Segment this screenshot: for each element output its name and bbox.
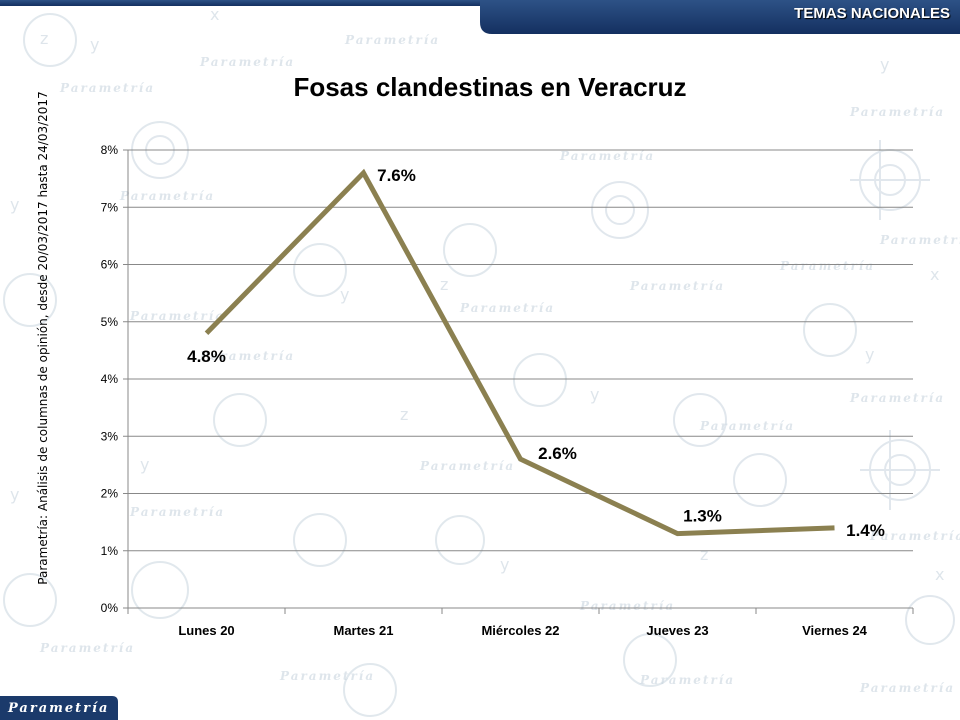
svg-text:Parametría: Parametría — [344, 33, 440, 47]
svg-text:Parametría: Parametría — [279, 669, 375, 683]
svg-text:Parametría: Parametría — [129, 309, 225, 323]
svg-text:x: x — [930, 265, 939, 284]
svg-text:y: y — [500, 555, 509, 574]
svg-text:Parametría: Parametría — [199, 349, 295, 363]
data-label: 7.6% — [377, 166, 416, 185]
footer-logo-background — [0, 696, 118, 720]
svg-text:x: x — [210, 5, 219, 24]
x-tick-label: Lunes 20 — [178, 623, 234, 638]
data-label: 4.8% — [187, 347, 226, 366]
svg-text:Parametría: Parametría — [639, 673, 735, 687]
svg-text:Parametría: Parametría — [419, 459, 515, 473]
svg-text:z: z — [440, 275, 448, 294]
x-tick-label: Miércoles 22 — [481, 623, 559, 638]
x-tick-label: Jueves 23 — [646, 623, 708, 638]
svg-text:Parametría: Parametría — [879, 233, 960, 247]
svg-text:Parametría: Parametría — [579, 599, 675, 613]
y-tick-label: 2% — [101, 487, 119, 501]
series-line — [204, 168, 835, 537]
footer-logo: Parametría — [0, 696, 118, 720]
svg-text:z: z — [40, 29, 48, 48]
chart-title: Fosas clandestinas en Veracruz — [293, 72, 687, 102]
svg-text:x: x — [935, 565, 944, 584]
svg-text:y: y — [140, 455, 149, 474]
svg-text:y: y — [880, 55, 889, 74]
x-tick-label: Viernes 24 — [802, 623, 868, 638]
svg-text:y: y — [10, 195, 19, 214]
y-tick-label: 7% — [101, 200, 119, 214]
svg-text:y: y — [10, 485, 19, 504]
svg-text:y: y — [865, 345, 874, 364]
svg-text:y: y — [590, 385, 599, 404]
y-tick-label: 3% — [101, 429, 119, 443]
y-tick-label: 1% — [101, 544, 119, 558]
svg-text:Parametría: Parametría — [39, 641, 135, 655]
svg-text:Parametría: Parametría — [559, 149, 655, 163]
svg-text:y: y — [340, 285, 349, 304]
data-label: 2.6% — [538, 444, 577, 463]
svg-text:Parametría: Parametría — [849, 391, 945, 405]
y-tick-label: 6% — [101, 258, 119, 272]
y-tick-label: 0% — [101, 601, 119, 615]
svg-text:Parametría: Parametría — [129, 505, 225, 519]
svg-text:z: z — [400, 405, 408, 424]
svg-text:Parametría: Parametría — [869, 529, 960, 543]
svg-text:Parametría: Parametría — [199, 55, 295, 69]
svg-text:Parametría: Parametría — [859, 681, 955, 695]
svg-text:z: z — [700, 545, 708, 564]
x-tick-label: Martes 21 — [334, 623, 394, 638]
y-tick-label: 5% — [101, 315, 119, 329]
header-bar — [0, 0, 960, 34]
section-label: TEMAS NACIONALES — [794, 5, 950, 22]
svg-text:y: y — [90, 35, 99, 54]
svg-text:Parametría: Parametría — [459, 301, 555, 315]
svg-text:Parametría: Parametría — [779, 259, 875, 273]
y-tick-label: 4% — [101, 372, 119, 386]
data-label: 1.4% — [846, 521, 885, 540]
svg-text:Parametría: Parametría — [119, 189, 215, 203]
svg-text:Parametría: Parametría — [629, 279, 725, 293]
svg-text:Parametría: Parametría — [849, 105, 945, 119]
y-tick-label: 8% — [101, 143, 119, 157]
svg-text:Parametría: Parametría — [699, 419, 795, 433]
svg-text:Parametría: Parametría — [59, 81, 155, 95]
footer-logo-text: Parametría — [8, 701, 110, 716]
data-label: 1.3% — [683, 507, 722, 526]
